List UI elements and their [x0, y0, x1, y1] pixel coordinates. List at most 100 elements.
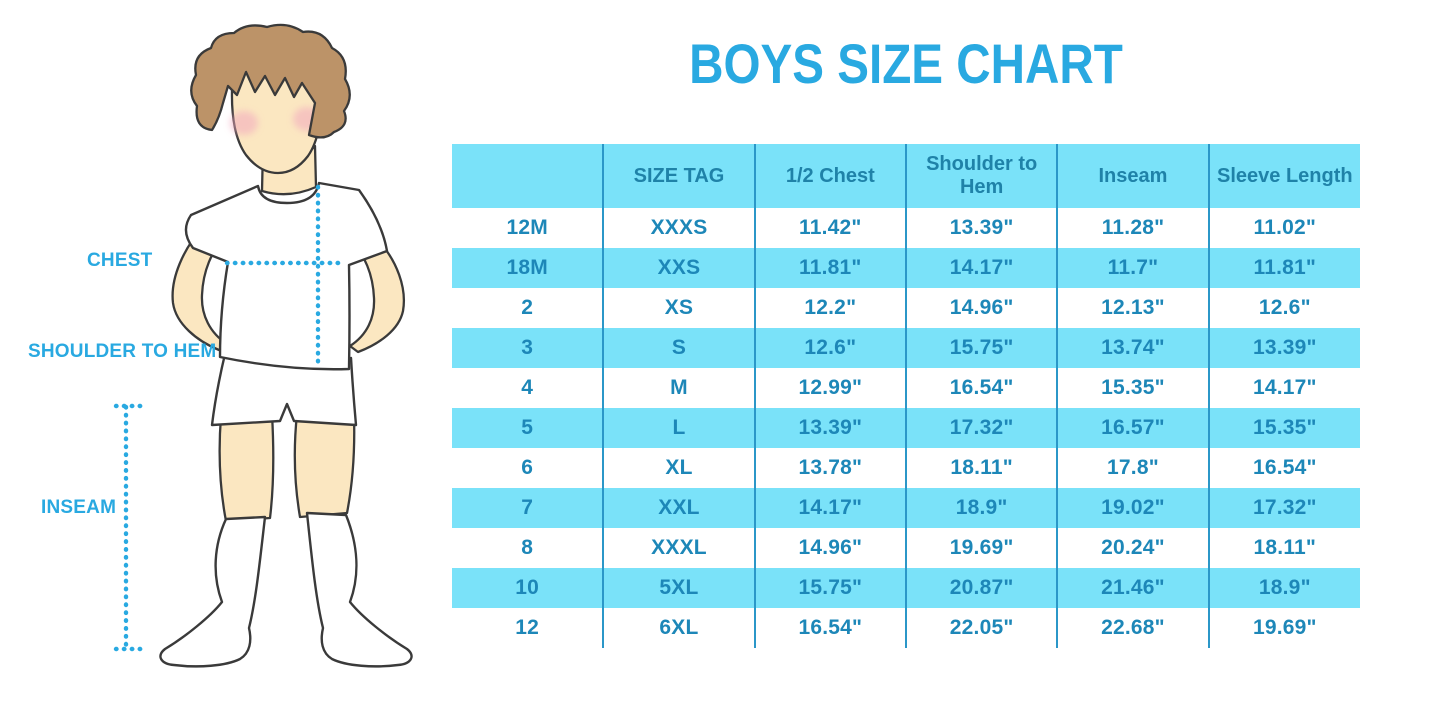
- boy-illustration: [113, 23, 413, 668]
- measurement-cell: 22.68": [1056, 608, 1209, 648]
- measurement-cell: 18.9": [904, 488, 1058, 528]
- measurement-cell: 15.35": [1056, 368, 1209, 408]
- measurement-cell: XXS: [602, 248, 755, 288]
- measurement-cell: 5XL: [602, 568, 755, 608]
- label-inseam: INSEAM: [41, 497, 117, 518]
- header-size-tag: SIZE TAG: [602, 144, 755, 208]
- measurement-cell: 11.28": [1056, 208, 1209, 248]
- measurement-cell: 15.75": [904, 328, 1058, 368]
- measurement-cell: 18.11": [904, 448, 1058, 488]
- measurement-cell: 14.96": [904, 288, 1058, 328]
- measurement-cell: 15.35": [1207, 408, 1360, 448]
- size-table-body: 12M XXXS 11.42" 13.39" 11.28" 11.02" 18M XXS 11.…: [452, 208, 1360, 648]
- table-row: 3 S 12.6" 15.75" 13.74" 13.39": [452, 328, 1360, 368]
- size-table: SIZE TAG 1/2 Chest Shoulder to Hem Insea…: [452, 144, 1360, 648]
- header-sleeve-length: Sleeve Length: [1207, 144, 1360, 208]
- measurement-cell: XXXL: [602, 528, 755, 568]
- measurement-cell: 20.87": [904, 568, 1058, 608]
- t-shirt: [184, 181, 389, 371]
- table-row: 12M XXXS 11.42" 13.39" 11.28" 11.02": [452, 208, 1360, 248]
- table-row: 4 M 12.99" 16.54" 15.35" 14.17": [452, 368, 1360, 408]
- measurement-cell: 11.81": [753, 248, 906, 288]
- header-size: [452, 144, 604, 208]
- measurement-cell: S: [602, 328, 755, 368]
- measurement-cell: 12.13": [1056, 288, 1209, 328]
- hair: [190, 23, 351, 139]
- right-sock: [305, 511, 413, 668]
- measurement-cell: 16.54": [753, 608, 906, 648]
- measurement-cell: 18.11": [1207, 528, 1360, 568]
- table-row: 6 XL 13.78" 18.11" 17.8" 16.54": [452, 448, 1360, 488]
- measurement-cell: 13.74": [1056, 328, 1209, 368]
- measurement-cell: 19.02": [1056, 488, 1209, 528]
- measurement-cell: 6XL: [602, 608, 755, 648]
- measurement-cell: 21.46": [1056, 568, 1209, 608]
- measurement-cell: 16.54": [904, 368, 1058, 408]
- measurement-cell: 20.24": [1056, 528, 1209, 568]
- table-row: 2 XS 12.2" 14.96" 12.13" 12.6": [452, 288, 1360, 328]
- measurement-cell: M: [602, 368, 755, 408]
- measurement-cell: 11.81": [1207, 248, 1360, 288]
- label-chest: CHEST: [87, 250, 153, 271]
- measurement-cell: 13.78": [753, 448, 906, 488]
- measurement-cell: 13.39": [904, 208, 1058, 248]
- size-label-cell: 12: [515, 616, 540, 639]
- page-title: BOYS SIZE CHART: [689, 31, 1123, 95]
- measurement-cell: 18.9": [1207, 568, 1360, 608]
- measurement-cell: 19.69": [904, 528, 1058, 568]
- measurement-cell: XXXS: [602, 208, 755, 248]
- size-label-cell: 4: [521, 376, 534, 399]
- measurement-cell: 22.05": [904, 608, 1058, 648]
- header-row: SIZE TAG 1/2 Chest Shoulder to Hem Insea…: [452, 144, 1360, 208]
- left-sock: [159, 515, 267, 668]
- table-row: 7 XXL 14.17" 18.9" 19.02" 17.32": [452, 488, 1360, 528]
- size-label-cell: 7: [452, 488, 604, 528]
- header-shoulder-to-hem: Shoulder to Hem: [904, 144, 1058, 208]
- measurement-cell: 14.17": [904, 248, 1058, 288]
- measurement-cell: 19.69": [1207, 608, 1360, 648]
- measurement-cell: XXL: [602, 488, 755, 528]
- size-label-cell: 18M: [452, 248, 604, 288]
- measurement-cell: 17.32": [904, 408, 1058, 448]
- left-cheek: [230, 111, 258, 135]
- table-row: 8 XXXL 14.96" 19.69" 20.24" 18.11": [452, 528, 1360, 568]
- table-row: 5 L 13.39" 17.32" 16.57" 15.35": [452, 408, 1360, 448]
- header-inseam: Inseam: [1056, 144, 1209, 208]
- measurement-cell: 12.99": [753, 368, 906, 408]
- label-shoulder-to-hem: SHOULDER TO HEM: [28, 341, 217, 362]
- measurement-cell: 12.6": [753, 328, 906, 368]
- table-row: 18M XXS 11.81" 14.17" 11.7" 11.81": [452, 248, 1360, 288]
- table-row: 12 6XL 16.54" 22.05" 22.68" 19.69": [452, 608, 1360, 648]
- size-label-cell: 5: [452, 408, 604, 448]
- size-label-cell: 6: [521, 456, 534, 479]
- measurement-cell: XS: [602, 288, 755, 328]
- measurement-cell: 14.17": [1207, 368, 1360, 408]
- right-arm: [348, 238, 405, 354]
- measurement-cell: 17.8": [1056, 448, 1209, 488]
- size-table-header: SIZE TAG 1/2 Chest Shoulder to Hem Insea…: [452, 144, 1360, 208]
- size-label-cell: 10: [452, 568, 604, 608]
- measurement-cell: 11.02": [1207, 208, 1360, 248]
- right-leg: [293, 412, 356, 519]
- table-row: 10 5XL 15.75" 20.87" 21.46" 18.9": [452, 568, 1360, 608]
- measurement-cell: 12.2": [753, 288, 906, 328]
- measurement-cell: 11.7": [1056, 248, 1209, 288]
- measurement-cell: 14.96": [753, 528, 906, 568]
- measurement-cell: 17.32": [1207, 488, 1360, 528]
- measurement-cell: L: [602, 408, 755, 448]
- measurement-cell: XL: [602, 448, 755, 488]
- measurement-cell: 14.17": [753, 488, 906, 528]
- header-half-chest: 1/2 Chest: [753, 144, 906, 208]
- measurement-cell: 13.39": [1207, 328, 1360, 368]
- size-label-cell: 3: [452, 328, 604, 368]
- left-leg: [218, 412, 275, 523]
- size-label-cell: 12M: [506, 216, 548, 239]
- measurement-cell: 12.6": [1207, 288, 1360, 328]
- size-label-cell: 2: [521, 296, 534, 319]
- measurement-cell: 16.54": [1207, 448, 1360, 488]
- measurement-cell: 13.39": [753, 408, 906, 448]
- measurement-cell: 15.75": [753, 568, 906, 608]
- measurement-cell: 11.42": [753, 208, 906, 248]
- size-label-cell: 8: [521, 536, 534, 559]
